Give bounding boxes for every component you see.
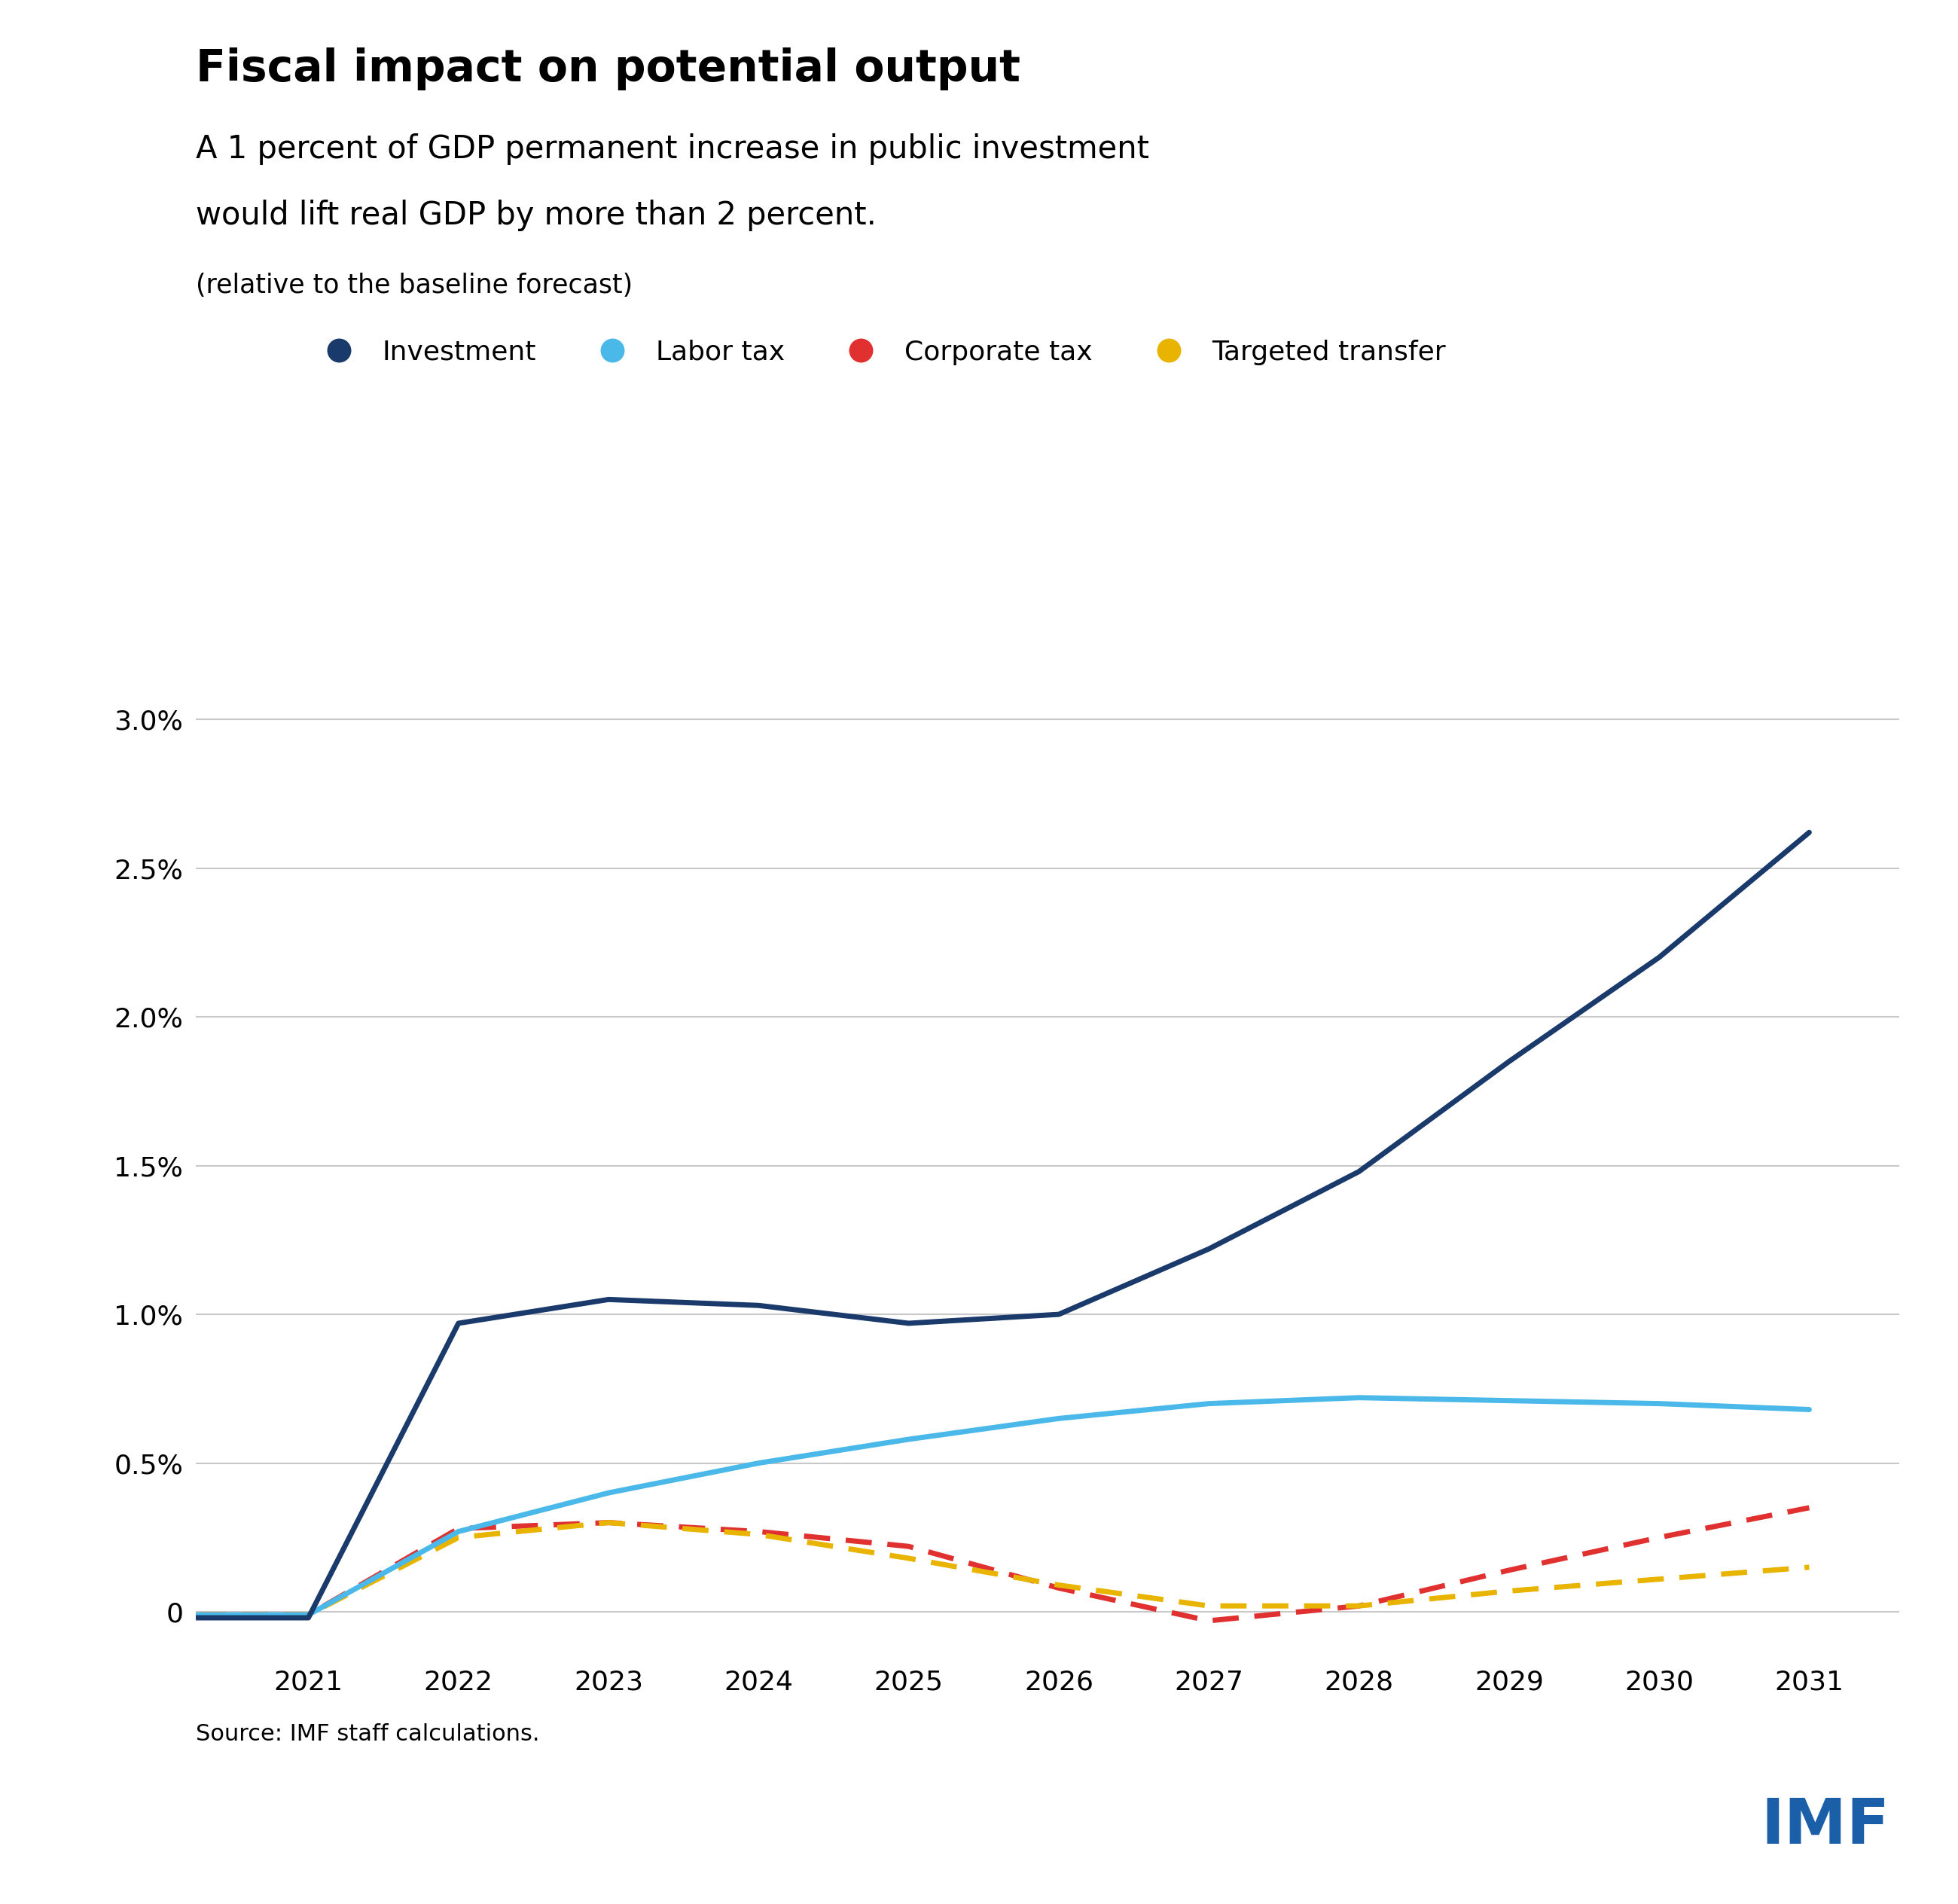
Text: would lift real GDP by more than 2 percent.: would lift real GDP by more than 2 perce… bbox=[196, 200, 877, 232]
Text: Source: IMF staff calculations.: Source: IMF staff calculations. bbox=[196, 1723, 540, 1744]
Text: A 1 percent of GDP permanent increase in public investment: A 1 percent of GDP permanent increase in… bbox=[196, 133, 1149, 166]
Text: Fiscal impact on potential output: Fiscal impact on potential output bbox=[196, 48, 1020, 91]
Text: IMF: IMF bbox=[1760, 1795, 1889, 1856]
Legend: Investment, Labor tax, Corporate tax, Targeted transfer: Investment, Labor tax, Corporate tax, Ta… bbox=[311, 339, 1447, 366]
Text: (relative to the baseline forecast): (relative to the baseline forecast) bbox=[196, 272, 632, 297]
